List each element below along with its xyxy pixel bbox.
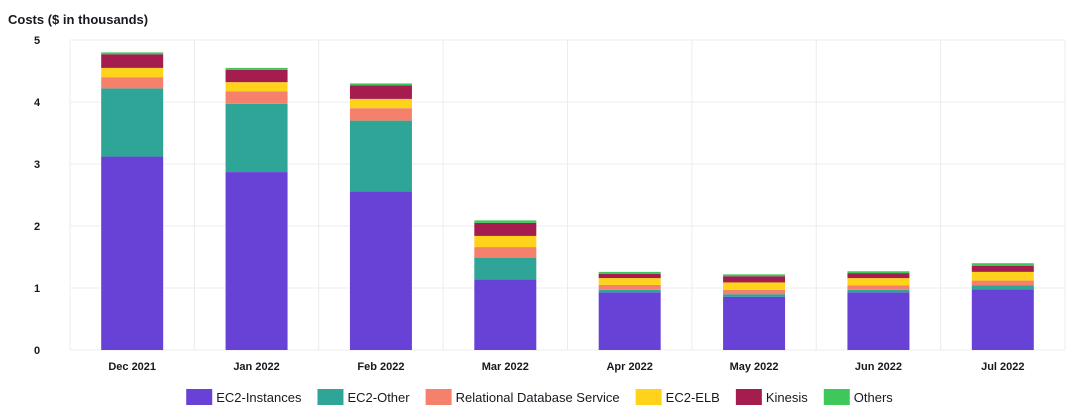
bar-segment[interactable] xyxy=(349,120,412,192)
bar-segment[interactable] xyxy=(225,172,288,350)
bar-segment[interactable] xyxy=(847,289,910,293)
bar-segment[interactable] xyxy=(101,52,164,55)
bar-segment[interactable] xyxy=(474,220,537,223)
legend-item[interactable]: Kinesis xyxy=(735,389,808,405)
y-tick-label: 1 xyxy=(34,283,40,295)
bar-segment[interactable] xyxy=(847,292,910,350)
bar-segment[interactable] xyxy=(847,285,910,290)
bar-segment[interactable] xyxy=(225,103,288,173)
x-tick-label: Mar 2022 xyxy=(482,361,529,373)
y-tick-label: 0 xyxy=(34,345,40,357)
bar-segment[interactable] xyxy=(847,278,910,286)
legend-swatch xyxy=(735,389,762,405)
x-tick-label: Jan 2022 xyxy=(233,361,279,373)
x-tick-label: Dec 2021 xyxy=(108,361,156,373)
y-tick-labels: 0 1 2 3 4 5 xyxy=(34,35,41,357)
grid-layer xyxy=(69,39,1066,351)
bar-segment[interactable] xyxy=(971,285,1034,290)
bar-segment[interactable] xyxy=(225,69,288,83)
bar-stack xyxy=(971,263,1034,350)
bar-segment[interactable] xyxy=(847,273,910,279)
bar-segment[interactable] xyxy=(847,271,910,274)
legend-item[interactable]: EC2-Instances xyxy=(186,389,302,405)
bar-segment[interactable] xyxy=(474,247,537,258)
legend-label: Others xyxy=(854,390,894,405)
bar-segment[interactable] xyxy=(225,82,288,92)
bar-segment[interactable] xyxy=(723,294,786,297)
legend-swatch xyxy=(186,389,213,405)
legend-label: Relational Database Service xyxy=(456,390,620,405)
bar-segment[interactable] xyxy=(971,263,1034,266)
bar-segment[interactable] xyxy=(598,271,661,274)
bar-segment[interactable] xyxy=(101,67,164,78)
y-tick-label: 2 xyxy=(34,221,40,233)
bar-segment[interactable] xyxy=(598,289,661,293)
bar-segment[interactable] xyxy=(349,83,412,86)
bar-segment[interactable] xyxy=(474,222,537,236)
bar-segment[interactable] xyxy=(349,85,412,99)
bar-stack xyxy=(723,274,786,350)
bar-stack xyxy=(474,220,537,350)
y-axis-title: Costs ($ in thousands) xyxy=(8,12,148,27)
bar-stack xyxy=(349,83,412,350)
bar-segment[interactable] xyxy=(598,273,661,279)
legend-item[interactable]: Relational Database Service xyxy=(425,389,620,405)
bar-segment[interactable] xyxy=(971,280,1034,286)
legend-swatch xyxy=(317,389,344,405)
legend-label: EC2-Instances xyxy=(216,390,302,405)
legend-label: Kinesis xyxy=(766,390,808,405)
bar-segment[interactable] xyxy=(101,88,164,157)
y-tick-label: 3 xyxy=(34,159,40,171)
legend-label: EC2-Other xyxy=(347,390,410,405)
bar-segment[interactable] xyxy=(723,274,786,277)
bar-segment[interactable] xyxy=(225,91,288,104)
bar-segment[interactable] xyxy=(598,292,661,350)
bar-segment[interactable] xyxy=(349,108,412,121)
bar-layer xyxy=(101,52,1034,350)
bar-segment[interactable] xyxy=(598,284,661,290)
legend-item[interactable]: Others xyxy=(823,389,894,405)
bar-segment[interactable] xyxy=(723,289,786,295)
bar-segment[interactable] xyxy=(723,276,786,283)
x-tick-label: Feb 2022 xyxy=(357,361,404,373)
x-tick-label: Jul 2022 xyxy=(981,361,1024,373)
x-tick-labels: Dec 2021 Jan 2022 Feb 2022 Mar 2022 Apr 2022… xyxy=(108,361,1024,373)
bar-segment[interactable] xyxy=(349,191,412,350)
legend-label: EC2-ELB xyxy=(666,390,720,405)
bar-segment[interactable] xyxy=(971,289,1034,350)
y-tick-label: 4 xyxy=(34,97,41,109)
y-tick-label: 5 xyxy=(34,35,40,47)
legend-item[interactable]: EC2-ELB xyxy=(635,389,720,405)
bar-segment[interactable] xyxy=(101,54,164,68)
bar-segment[interactable] xyxy=(971,271,1034,281)
bar-segment[interactable] xyxy=(971,265,1034,272)
x-tick-label: Apr 2022 xyxy=(606,361,652,373)
legend-swatch xyxy=(425,389,452,405)
bar-segment[interactable] xyxy=(474,257,537,280)
legend-swatch xyxy=(823,389,850,405)
legend-swatch xyxy=(635,389,662,405)
bar-segment[interactable] xyxy=(349,98,412,109)
bar-segment[interactable] xyxy=(474,235,537,248)
bar-segment[interactable] xyxy=(101,156,164,350)
bar-segment[interactable] xyxy=(598,278,661,285)
bar-stack xyxy=(225,67,288,350)
bar-stack xyxy=(598,271,661,350)
bar-segment[interactable] xyxy=(723,282,786,290)
bar-segment[interactable] xyxy=(474,279,537,350)
legend-item[interactable]: EC2-Other xyxy=(317,389,410,405)
bar-stack xyxy=(101,52,164,350)
bar-stack xyxy=(847,271,910,350)
bar-segment[interactable] xyxy=(101,77,164,89)
bar-segment[interactable] xyxy=(723,296,786,350)
legend: EC2-Instances EC2-Other Relational Databas… xyxy=(186,389,893,405)
bar-segment[interactable] xyxy=(225,67,288,70)
x-tick-label: May 2022 xyxy=(730,361,779,373)
x-tick-label: Jun 2022 xyxy=(855,361,902,373)
